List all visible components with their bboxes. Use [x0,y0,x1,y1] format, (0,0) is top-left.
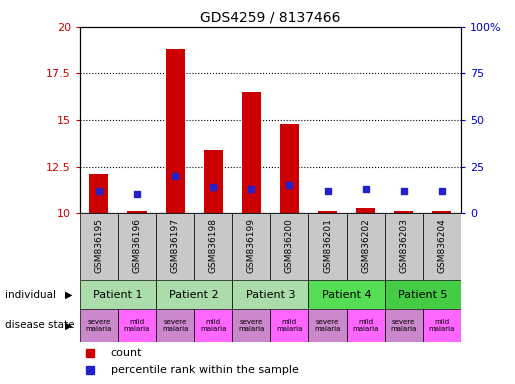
Text: GSM836197: GSM836197 [170,218,180,273]
Text: Patient 4: Patient 4 [322,290,371,300]
Text: severe
malaria: severe malaria [390,319,417,332]
Bar [118,309,156,342]
Bar [118,213,156,280]
Text: mild
malaria: mild malaria [200,319,227,332]
Bar [308,280,385,309]
Text: GSM836195: GSM836195 [94,218,104,273]
Bar [156,280,232,309]
Text: GSM836199: GSM836199 [247,218,256,273]
Text: Patient 2: Patient 2 [169,290,219,300]
Bar [242,92,261,213]
Bar [156,213,194,280]
Bar [128,211,147,213]
Bar [232,309,270,342]
Bar [80,309,118,342]
Bar [166,49,185,213]
Text: Patient 5: Patient 5 [398,290,448,300]
Bar [80,213,118,280]
Text: Patient 3: Patient 3 [246,290,295,300]
Text: mild
malaria: mild malaria [276,319,303,332]
Text: GSM836196: GSM836196 [132,218,142,273]
Bar [270,213,308,280]
Text: severe
malaria: severe malaria [85,319,112,332]
Text: mild
malaria: mild malaria [428,319,455,332]
Text: GSM836198: GSM836198 [209,218,218,273]
Bar [385,213,423,280]
Bar [80,280,156,309]
Bar [194,309,232,342]
Text: ▶: ▶ [64,290,72,300]
Bar [156,309,194,342]
Bar [433,211,451,213]
Bar [308,213,347,280]
Bar [90,174,109,213]
Bar [347,213,385,280]
Text: count: count [111,348,142,358]
Bar [423,213,461,280]
Text: mild
malaria: mild malaria [124,319,150,332]
Bar [385,280,461,309]
Text: severe
malaria: severe malaria [162,319,188,332]
Bar [194,213,232,280]
Bar [318,211,337,213]
Bar [394,211,414,213]
Text: GSM836201: GSM836201 [323,218,332,273]
Text: GSM836202: GSM836202 [361,218,370,273]
Bar [308,309,347,342]
Bar [232,213,270,280]
Bar [204,150,223,213]
Text: severe
malaria: severe malaria [238,319,265,332]
Bar [347,309,385,342]
Text: percentile rank within the sample: percentile rank within the sample [111,365,299,375]
Bar [232,280,308,309]
Text: GSM836203: GSM836203 [399,218,408,273]
Text: individual: individual [5,290,56,300]
Bar [280,124,299,213]
Bar [385,309,423,342]
Title: GDS4259 / 8137466: GDS4259 / 8137466 [200,10,340,24]
Text: Patient 1: Patient 1 [93,290,143,300]
Text: severe
malaria: severe malaria [314,319,341,332]
Text: GSM836204: GSM836204 [437,218,447,273]
Text: ▶: ▶ [64,320,72,331]
Text: GSM836200: GSM836200 [285,218,294,273]
Bar [356,207,375,213]
Bar [423,309,461,342]
Bar [270,309,308,342]
Text: disease state: disease state [5,320,75,331]
Text: mild
malaria: mild malaria [352,319,379,332]
